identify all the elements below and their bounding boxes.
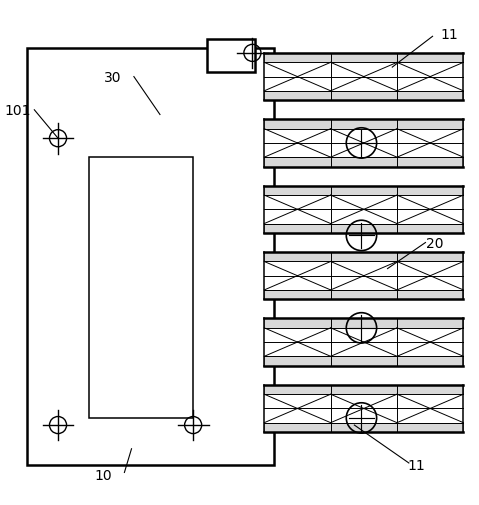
Bar bbox=[207, 39, 255, 73]
Text: 20: 20 bbox=[426, 236, 444, 250]
Bar bbox=[264, 290, 463, 300]
Bar bbox=[264, 385, 463, 394]
Bar bbox=[264, 319, 463, 328]
Bar bbox=[264, 158, 463, 167]
Text: 30: 30 bbox=[104, 70, 121, 84]
Bar bbox=[264, 63, 463, 91]
Bar bbox=[264, 186, 463, 196]
Bar bbox=[264, 357, 463, 366]
Bar bbox=[264, 394, 463, 423]
Text: 11: 11 bbox=[407, 459, 425, 472]
Bar bbox=[264, 224, 463, 234]
Bar bbox=[264, 252, 463, 262]
Text: 101: 101 bbox=[4, 104, 31, 118]
Text: 10: 10 bbox=[94, 468, 112, 482]
Bar bbox=[89, 158, 193, 418]
Bar bbox=[264, 91, 463, 101]
Bar bbox=[264, 328, 463, 357]
Text: 11: 11 bbox=[440, 28, 458, 42]
Bar bbox=[264, 423, 463, 432]
Bar bbox=[264, 120, 463, 129]
Bar bbox=[264, 262, 463, 290]
Bar bbox=[264, 129, 463, 158]
Bar bbox=[264, 54, 463, 63]
Bar bbox=[27, 49, 274, 466]
Bar bbox=[264, 196, 463, 224]
